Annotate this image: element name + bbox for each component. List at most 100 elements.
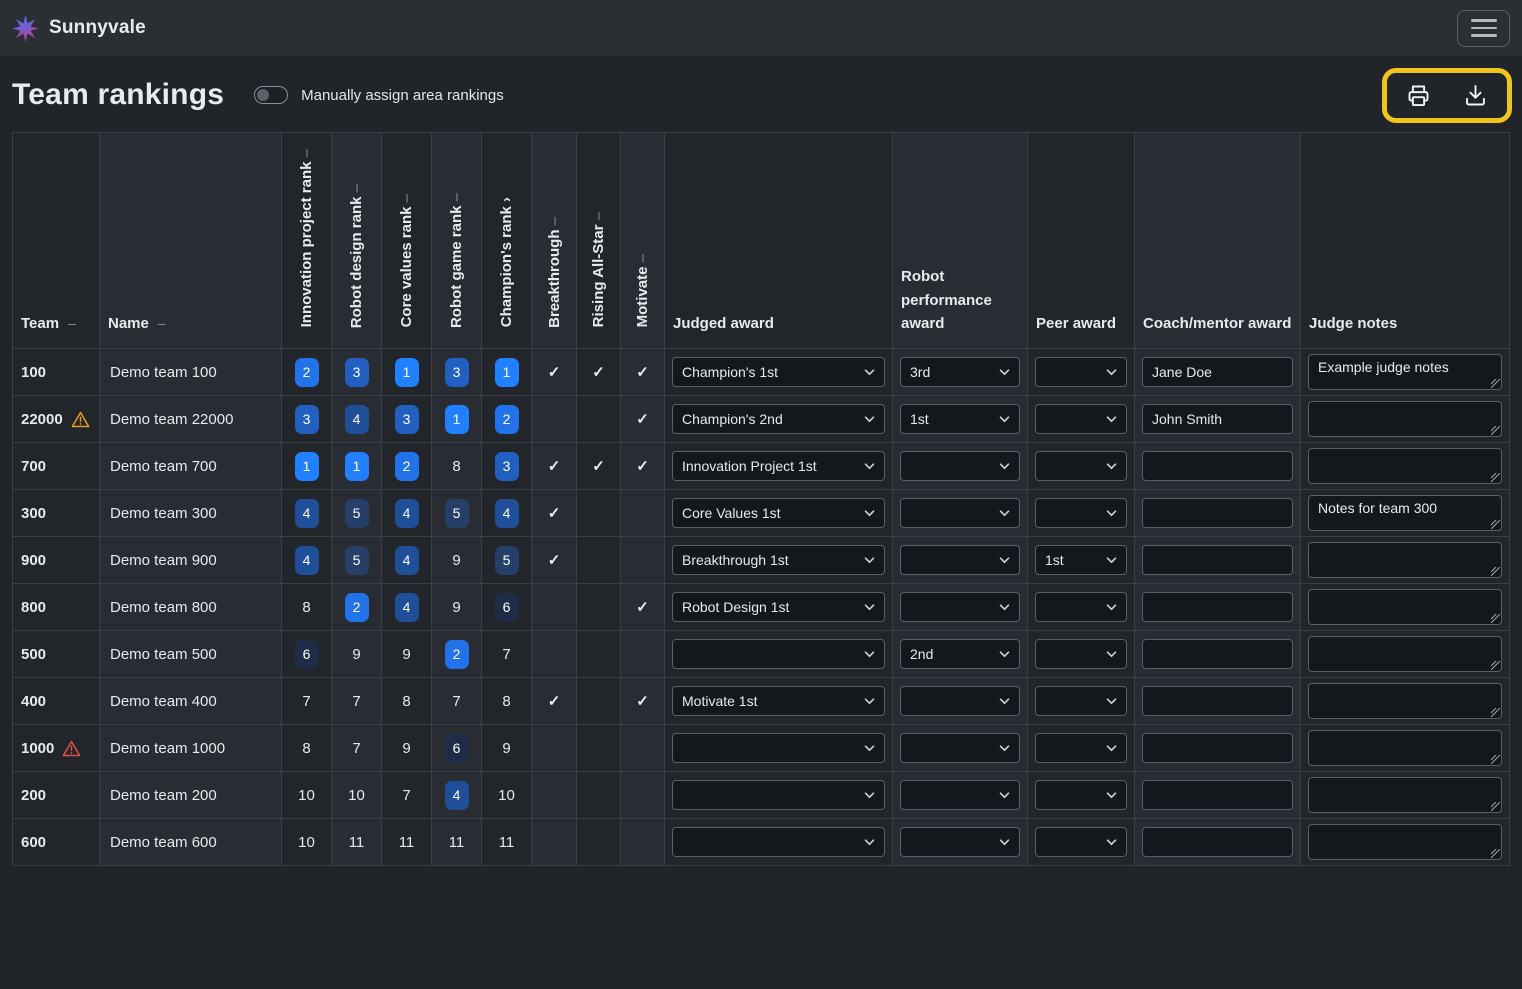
coach-mentor-input[interactable] <box>1142 592 1293 622</box>
download-button[interactable] <box>1462 82 1489 109</box>
peer_award-select[interactable] <box>1035 498 1127 528</box>
textarea-value: Notes for team 300 <box>1318 500 1438 516</box>
judged_award-select[interactable]: Innovation Project 1st <box>672 451 885 481</box>
peer_award-select[interactable] <box>1035 827 1127 857</box>
robot_performance_award-select[interactable] <box>900 545 1020 575</box>
judged_award-select[interactable] <box>672 733 885 763</box>
team-number: 300 <box>21 504 47 522</box>
robot_performance_award-select[interactable] <box>900 733 1020 763</box>
column-header-robot_game_rank[interactable]: Robot game rank – <box>431 132 482 349</box>
coach-mentor-input[interactable] <box>1142 498 1293 528</box>
judged_award-select[interactable] <box>672 639 885 669</box>
judge-notes-textarea[interactable] <box>1308 824 1502 860</box>
coach-mentor-input[interactable] <box>1142 827 1293 857</box>
judge-notes-textarea[interactable] <box>1308 589 1502 625</box>
column-header-breakthrough[interactable]: Breakthrough – <box>531 132 577 349</box>
coach-mentor-input[interactable] <box>1142 451 1293 481</box>
judged_award-select[interactable] <box>672 827 885 857</box>
coach-mentor-input[interactable] <box>1142 639 1293 669</box>
peer_award-select[interactable] <box>1035 733 1127 763</box>
column-header-team[interactable]: Team – <box>12 132 100 349</box>
team-cell: 400 <box>12 677 100 725</box>
judge-notes-textarea[interactable] <box>1308 542 1502 578</box>
column-header-core_values_rank[interactable]: Core values rank – <box>381 132 432 349</box>
judge-notes-textarea[interactable] <box>1308 683 1502 719</box>
resize-grip-icon[interactable] <box>1491 849 1500 858</box>
coach-mentor-input[interactable]: Jane Doe <box>1142 357 1293 387</box>
chevron-down-icon <box>999 509 1010 516</box>
resize-grip-icon[interactable] <box>1491 708 1500 717</box>
peer_award-select[interactable] <box>1035 592 1127 622</box>
judge-notes-textarea[interactable] <box>1308 401 1502 437</box>
coach_mentor_award-cell <box>1134 536 1301 584</box>
coach-mentor-input[interactable]: John Smith <box>1142 404 1293 434</box>
judged_award-cell: Champion's 2nd <box>664 395 893 443</box>
resize-grip-icon[interactable] <box>1491 520 1500 529</box>
peer_award-select[interactable]: 1st <box>1035 545 1127 575</box>
resize-grip-icon[interactable] <box>1491 379 1500 388</box>
peer_award-select[interactable] <box>1035 404 1127 434</box>
chevron-down-icon <box>999 556 1010 563</box>
robot_game_rank-cell: 5 <box>431 489 482 537</box>
resize-grip-icon[interactable] <box>1491 473 1500 482</box>
robot_performance_award-select[interactable] <box>900 827 1020 857</box>
column-header-motivate[interactable]: Motivate – <box>620 132 665 349</box>
peer_award-select[interactable] <box>1035 357 1127 387</box>
coach-mentor-input[interactable] <box>1142 545 1293 575</box>
judged_award-cell <box>664 818 893 866</box>
judged_award-select[interactable]: Breakthrough 1st <box>672 545 885 575</box>
robot_performance_award-select[interactable]: 1st <box>900 404 1020 434</box>
judge-notes-textarea[interactable] <box>1308 636 1502 672</box>
judge-notes-textarea[interactable]: Example judge notes <box>1308 354 1502 390</box>
judge-notes-textarea[interactable] <box>1308 777 1502 813</box>
robot_performance_award-select[interactable]: 2nd <box>900 639 1020 669</box>
resize-grip-icon[interactable] <box>1491 755 1500 764</box>
peer_award-select[interactable] <box>1035 639 1127 669</box>
resize-grip-icon[interactable] <box>1491 426 1500 435</box>
robot_performance_award-select[interactable] <box>900 451 1020 481</box>
rank-badge: 2 <box>444 639 469 669</box>
column-header-rising_all_star[interactable]: Rising All-Star – <box>576 132 621 349</box>
coach-mentor-input[interactable] <box>1142 733 1293 763</box>
hamburger-menu-button[interactable] <box>1457 9 1510 47</box>
resize-grip-icon[interactable] <box>1491 567 1500 576</box>
robot_performance_award-select[interactable] <box>900 780 1020 810</box>
column-header-robot_design_rank[interactable]: Robot design rank – <box>331 132 382 349</box>
coach-mentor-input[interactable] <box>1142 780 1293 810</box>
judge_notes-cell <box>1300 677 1510 725</box>
chevron-down-icon <box>999 415 1010 422</box>
peer_award-select[interactable] <box>1035 451 1127 481</box>
judged_award-select[interactable]: Motivate 1st <box>672 686 885 716</box>
check-icon: ✓ <box>547 458 561 475</box>
peer_award-select[interactable] <box>1035 686 1127 716</box>
team-cell: 200 <box>12 771 100 819</box>
judged_award-select[interactable]: Champion's 2nd <box>672 404 885 434</box>
manual-rankings-toggle[interactable] <box>254 86 289 104</box>
sort-indicator: – <box>398 194 415 203</box>
warning-icon[interactable] <box>71 411 90 428</box>
judged_award-select[interactable]: Robot Design 1st <box>672 592 885 622</box>
warning-icon[interactable] <box>62 740 81 757</box>
judge_notes-cell: Notes for team 300 <box>1300 489 1510 537</box>
column-header-innovation_project_rank[interactable]: Innovation project rank – <box>281 132 332 349</box>
peer_award-cell <box>1027 818 1135 866</box>
coach-mentor-input[interactable] <box>1142 686 1293 716</box>
resize-grip-icon[interactable] <box>1491 661 1500 670</box>
judge-notes-textarea[interactable]: Notes for team 300 <box>1308 495 1502 531</box>
judged_award-select[interactable]: Core Values 1st <box>672 498 885 528</box>
robot_performance_award-select[interactable] <box>900 498 1020 528</box>
robot_performance_award-select[interactable]: 3rd <box>900 357 1020 387</box>
column-header-champions_rank[interactable]: Champion's rank › <box>481 132 532 349</box>
judged_award-select[interactable]: Champion's 1st <box>672 357 885 387</box>
judge-notes-textarea[interactable] <box>1308 448 1502 484</box>
resize-grip-icon[interactable] <box>1491 802 1500 811</box>
robot_performance_award-select[interactable] <box>900 592 1020 622</box>
robot_performance_award-select[interactable] <box>900 686 1020 716</box>
motivate-cell <box>620 630 665 678</box>
print-button[interactable] <box>1405 82 1432 109</box>
peer_award-select[interactable] <box>1035 780 1127 810</box>
judged_award-select[interactable] <box>672 780 885 810</box>
resize-grip-icon[interactable] <box>1491 614 1500 623</box>
judge-notes-textarea[interactable] <box>1308 730 1502 766</box>
column-header-name[interactable]: Name – <box>99 132 282 349</box>
